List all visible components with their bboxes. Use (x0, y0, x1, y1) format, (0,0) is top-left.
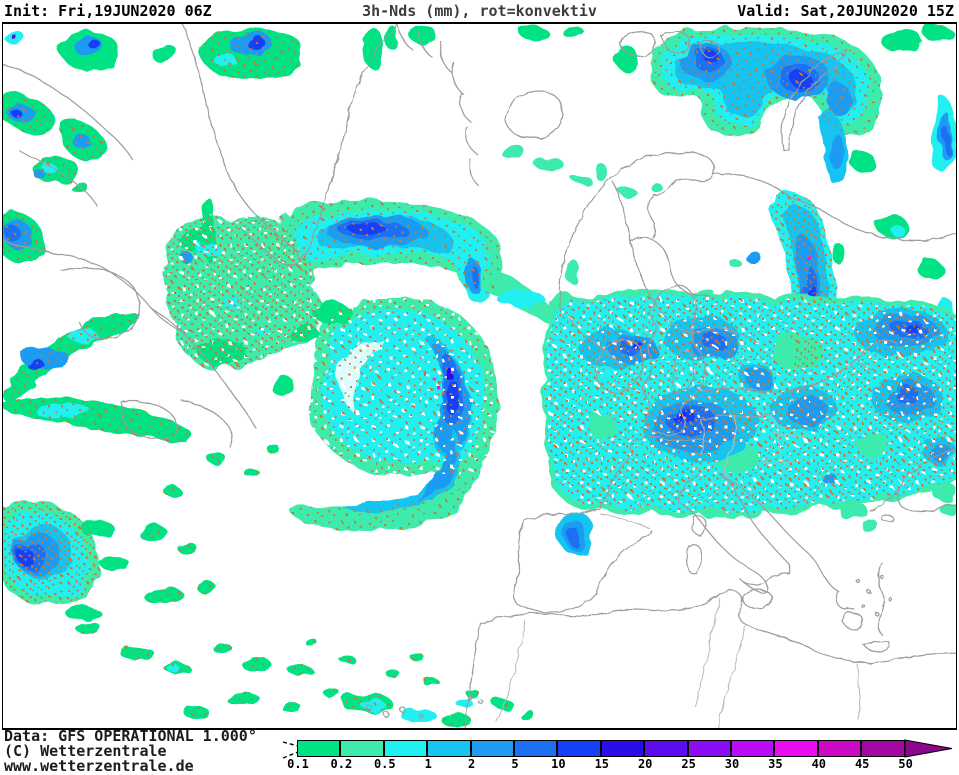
coastlines-layer (3, 24, 956, 728)
legend-tick: 5 (511, 757, 519, 771)
legend-cell (514, 740, 558, 757)
legend-tick: 0.5 (373, 757, 396, 771)
legend-cell (644, 740, 688, 757)
legend-tick: 40 (811, 757, 827, 771)
legend-cell (687, 740, 731, 757)
kola-small-precip (500, 146, 742, 297)
legend-scale: 0.1 0.2 0.5 1 2 5 10 15 20 25 30 35 40 45 50 (282, 736, 959, 771)
legend-tick: 2 (467, 757, 476, 771)
legend-cell (861, 740, 905, 757)
legend-tick: 15 (594, 757, 610, 771)
chart-title: 3h-Nds (mm), rot=konvektiv (362, 2, 597, 20)
legend-funnel-dashes (282, 741, 299, 759)
legend-cell (557, 740, 601, 757)
forecast-map (2, 22, 957, 730)
map-canvas (3, 24, 956, 728)
legend-cell (817, 740, 862, 757)
valid-time-label: Valid: Sat,20JUN2020 15Z (737, 2, 954, 20)
legend-cell (600, 740, 645, 757)
init-time-label: Init: Fri,19JUN2020 06Z (4, 2, 212, 20)
legend-tick: 35 (768, 757, 783, 771)
legend-tick: 30 (724, 757, 740, 771)
legend-cell (297, 740, 341, 757)
legend-tick: 20 (637, 757, 653, 771)
legend-cell (427, 740, 471, 757)
legend-arrow (904, 739, 952, 758)
copyright-label: (C) Wetterzentrale (4, 742, 167, 760)
legend-tick: 25 (681, 757, 696, 771)
legend-tick: 0.2 (330, 757, 353, 771)
legend-cell (340, 740, 384, 757)
legend-tick: 0.1 (287, 757, 309, 771)
legend-cell (774, 740, 818, 757)
legend-cell (383, 740, 428, 757)
precipitation-layer (3, 25, 956, 728)
legend-tick: 10 (551, 757, 566, 771)
legend-cell (731, 740, 775, 757)
website-label: www.wetterzentrale.de (4, 757, 194, 775)
legend-tick: 50 (898, 757, 913, 771)
data-source-label: Data: GFS OPERATIONAL 1.000° (4, 727, 257, 745)
legend-tick: 1 (424, 757, 432, 771)
legend-tick: 45 (854, 757, 870, 771)
legend-cell (470, 740, 514, 757)
convective-dots-layer (3, 26, 956, 728)
